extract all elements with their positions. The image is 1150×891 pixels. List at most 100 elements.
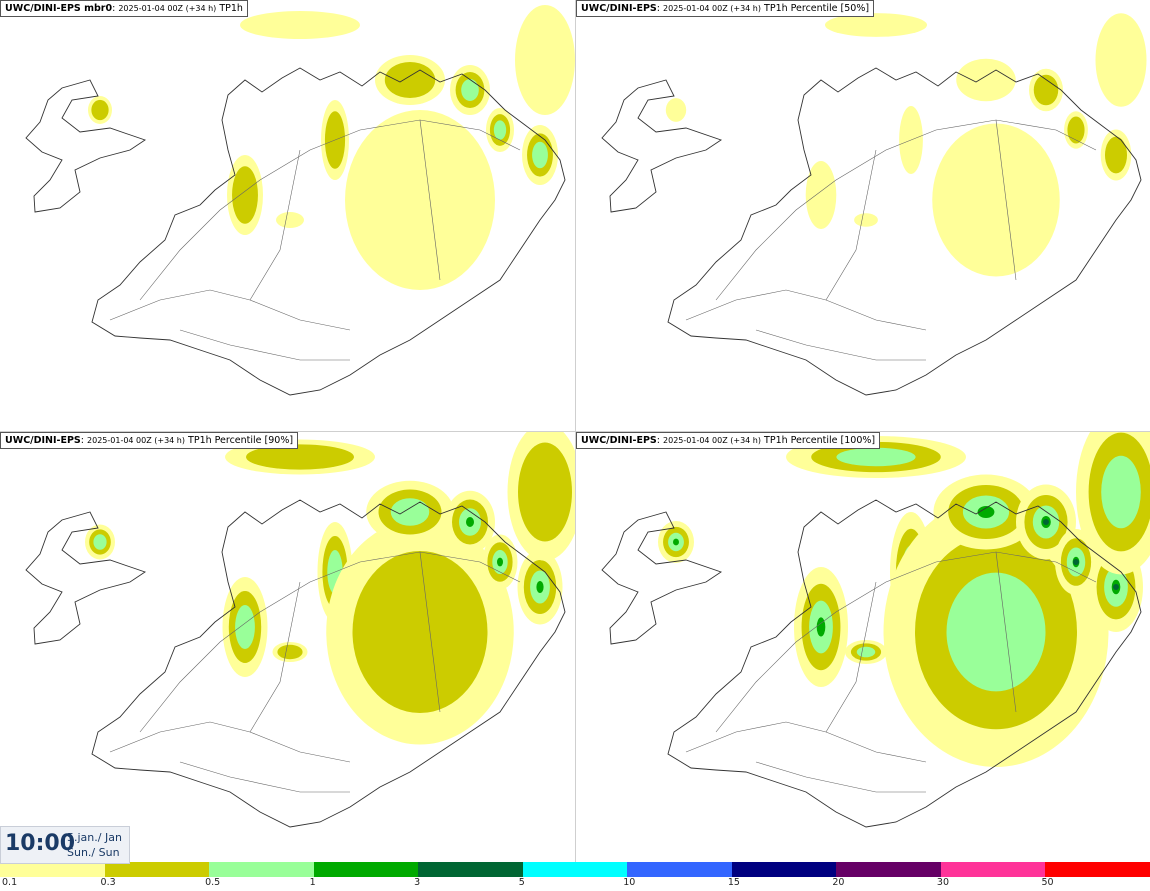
road-line xyxy=(419,119,441,281)
legend-tick-label: 30 xyxy=(936,877,949,888)
precip-contour xyxy=(235,605,255,649)
precip-contour xyxy=(276,212,304,228)
legend-tick-label: 1 xyxy=(309,877,316,888)
precip-contour xyxy=(665,98,687,122)
precip-contour xyxy=(1043,519,1049,525)
map-panel-p90: UWC/DINI-EPS: 2025-01-04 00Z (+34 h) TP1… xyxy=(0,432,575,863)
road-line xyxy=(755,329,926,361)
precip-contour xyxy=(232,166,258,224)
road-line xyxy=(685,721,927,763)
road-line xyxy=(685,289,927,331)
precip-contour xyxy=(1113,584,1119,590)
coastline xyxy=(601,511,723,645)
precip-contour xyxy=(93,534,107,550)
road-line xyxy=(179,329,350,361)
road-line xyxy=(825,581,877,733)
legend-tick-label: 0.3 xyxy=(100,877,116,888)
color-legend-ticks: 0.1 0.3 0.5 1 3 5 10 15 20 30 50 xyxy=(0,877,1150,891)
coastline xyxy=(91,499,566,828)
legend-tick-label: 10 xyxy=(623,877,636,888)
precip-contour xyxy=(345,110,495,290)
panel-title: UWC/DINI-EPS mbr0: 2025-01-04 00Z (+34 h… xyxy=(0,0,248,17)
map-panel-p50: UWC/DINI-EPS: 2025-01-04 00Z (+34 h) TP1… xyxy=(576,0,1150,431)
precip-contour xyxy=(390,498,430,526)
valid-date-line1: 5.jan./ Jan xyxy=(67,831,122,844)
panel-title: UWC/DINI-EPS: 2025-01-04 00Z (+34 h) TP1… xyxy=(0,432,299,449)
valid-time-box: 10:00 5.jan./ Jan Sun./ Sun xyxy=(0,826,130,864)
map-panel-p100: UWC/DINI-EPS: 2025-01-04 00Z (+34 h) TP1… xyxy=(576,432,1150,863)
map-panel-mbr0: UWC/DINI-EPS mbr0: 2025-01-04 00Z (+34 h… xyxy=(0,0,575,431)
precip-contour xyxy=(91,99,109,121)
road-line xyxy=(139,551,521,733)
precip-contour xyxy=(384,62,436,98)
map-canvas xyxy=(601,432,1150,828)
precip-contour xyxy=(673,538,679,546)
coastline xyxy=(667,67,1142,396)
road-line xyxy=(995,551,1017,713)
precip-contour xyxy=(518,442,572,542)
precip-contour xyxy=(836,447,916,467)
map-canvas xyxy=(601,13,1147,396)
coastline xyxy=(25,79,147,213)
precip-contour xyxy=(240,11,360,39)
precip-contour xyxy=(246,444,354,470)
legend-swatch xyxy=(1045,862,1150,877)
road-line xyxy=(109,289,351,331)
precip-contour xyxy=(977,506,995,518)
panel-divider-horizontal xyxy=(0,431,1150,432)
precip-contour xyxy=(1101,455,1141,529)
legend-tick-label: 15 xyxy=(727,877,740,888)
panel-title: UWC/DINI-EPS: 2025-01-04 00Z (+34 h) TP1… xyxy=(576,432,881,449)
valid-date-line2: Sun./ Sun xyxy=(67,846,120,859)
precip-contour xyxy=(497,557,503,567)
legend-tick-label: 5 xyxy=(518,877,525,888)
legend-swatch xyxy=(313,862,419,877)
road-line xyxy=(715,119,1097,301)
legend-tick-label: 0.5 xyxy=(205,877,221,888)
road-line xyxy=(109,721,351,763)
legend-swatch xyxy=(209,862,314,877)
precip-contour xyxy=(536,581,544,593)
legend-swatch xyxy=(104,862,210,877)
map-canvas xyxy=(25,432,575,828)
coastline xyxy=(601,79,723,213)
precip-contour xyxy=(1073,559,1079,565)
precip-contour xyxy=(532,141,548,169)
precip-contour xyxy=(1104,136,1128,174)
precip-contour xyxy=(461,79,479,101)
legend-swatch xyxy=(418,862,523,877)
road-line xyxy=(825,149,877,301)
valid-time: 10:00 xyxy=(5,831,76,856)
precip-contour xyxy=(825,13,927,37)
precip-contour xyxy=(932,123,1060,277)
coastline xyxy=(91,67,566,396)
precip-contour xyxy=(466,517,474,527)
coastline xyxy=(667,499,1142,828)
precip-contour xyxy=(1095,13,1147,107)
color-legend-bar xyxy=(0,862,1150,877)
road-line xyxy=(249,581,301,733)
legend-tick-label: 50 xyxy=(1041,877,1054,888)
precip-contour xyxy=(1033,74,1059,106)
legend-tick-label: 20 xyxy=(832,877,845,888)
road-line xyxy=(715,551,1097,733)
precip-contour xyxy=(854,213,878,227)
precip-contour xyxy=(493,120,507,140)
coastline xyxy=(25,511,147,645)
road-line xyxy=(249,149,301,301)
precip-contour xyxy=(816,617,826,637)
legend-swatch xyxy=(836,862,941,877)
precip-contour xyxy=(515,5,575,115)
precip-contour xyxy=(956,58,1016,102)
legend-swatch xyxy=(627,862,732,877)
map-canvas xyxy=(25,5,575,396)
legend-swatch xyxy=(522,862,628,877)
precip-contour xyxy=(805,161,837,229)
precip-contour xyxy=(1067,116,1085,144)
precip-contour xyxy=(856,646,876,658)
road-line xyxy=(139,119,521,301)
precip-contour xyxy=(277,644,303,660)
legend-swatch xyxy=(731,862,837,877)
legend-tick-label: 3 xyxy=(414,877,421,888)
legend-swatch xyxy=(0,862,105,877)
